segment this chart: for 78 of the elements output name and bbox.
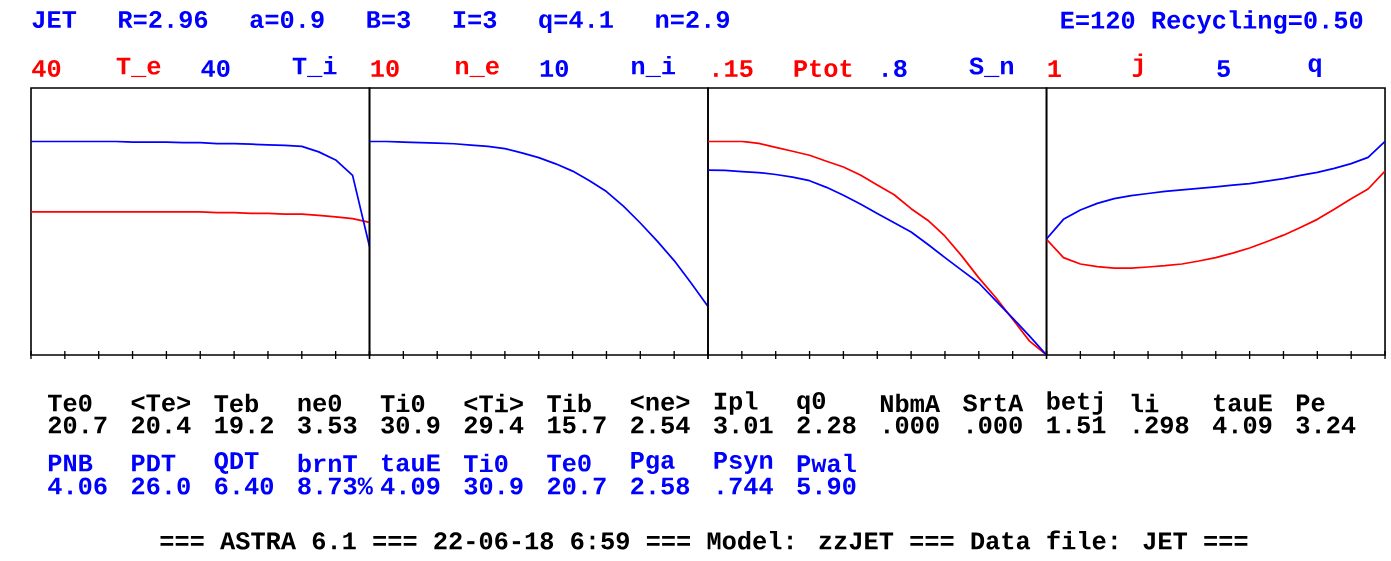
text: .15	[714, 60, 753, 78]
text: JET	[32, 11, 77, 29]
text: betj	[1047, 391, 1102, 415]
text: 2.54	[631, 416, 690, 434]
text: 8.73%	[298, 477, 373, 495]
text: Ipl	[714, 391, 758, 415]
text: 4.09	[380, 477, 440, 495]
text: Pe	[1296, 394, 1325, 412]
text: T_e	[116, 57, 161, 78]
text: .8	[883, 59, 907, 78]
text: a=0.9	[250, 10, 324, 29]
text: Recycling=0.50	[1152, 10, 1363, 34]
text: QDT	[214, 452, 259, 474]
text: NbmA	[880, 393, 941, 413]
text: I=3	[453, 10, 497, 29]
text: 40	[32, 59, 61, 78]
text: q0	[797, 391, 826, 415]
text: 30.9	[381, 416, 440, 434]
text: 2.28	[797, 416, 856, 434]
text: ne0	[298, 394, 342, 412]
text: PDT	[132, 454, 176, 472]
text: .744	[718, 477, 773, 495]
text: 4.06	[48, 477, 107, 495]
text: q	[1308, 58, 1321, 78]
text: Tib	[547, 393, 591, 413]
text: n=2.9	[656, 10, 730, 29]
text: Te0	[547, 454, 591, 472]
text: .000	[885, 416, 939, 434]
text: B=3	[367, 10, 411, 29]
text: 5	[1217, 60, 1230, 78]
text: 3.01	[714, 416, 773, 434]
text: Ti0	[380, 393, 425, 413]
text: 19.2	[215, 416, 273, 434]
text: 10	[371, 59, 399, 78]
text: Ptot	[794, 59, 852, 78]
text: 30.9	[464, 477, 523, 495]
text: .298	[1134, 416, 1189, 434]
text: tauE	[1214, 394, 1272, 412]
text: Pga	[631, 451, 675, 475]
text: n_i	[632, 55, 675, 78]
text: E=120	[1061, 11, 1135, 29]
text: 26.0	[132, 477, 190, 495]
text: q=4.1	[539, 11, 613, 34]
text: brnT	[298, 453, 357, 473]
text: .000	[968, 416, 1022, 434]
text: 20.7	[48, 416, 107, 434]
text: PNB	[48, 454, 93, 472]
text: 20.7	[548, 477, 606, 495]
text: 3.24	[1296, 416, 1356, 434]
text: <Te>	[131, 394, 191, 412]
text: 10	[540, 59, 568, 78]
legend-label: n_e	[456, 60, 499, 78]
text: Pwal	[797, 453, 856, 473]
text: SrtA	[962, 394, 1024, 412]
text: R=2.96	[119, 10, 208, 29]
text: S_n	[969, 57, 1013, 78]
text: 20.4	[132, 416, 191, 434]
text: Psyn	[714, 452, 773, 474]
text: <Ti>	[464, 393, 523, 413]
text: 15.7	[548, 416, 606, 434]
text: === ASTRA 6.1 === 22-06-18 6:59 === Model: zzJET === Data file: JET ===	[160, 530, 1248, 550]
text: 29.4	[464, 416, 524, 434]
text: 5.90	[797, 477, 856, 495]
text: <ne>	[630, 395, 690, 411]
text: j	[1132, 53, 1143, 78]
text: 3.53	[298, 416, 357, 434]
text: Te0	[48, 394, 92, 412]
text: T_i	[292, 55, 337, 78]
text: 4.09	[1212, 416, 1272, 434]
text: 1	[1048, 60, 1061, 78]
text: 1.51	[1047, 416, 1106, 434]
text: li	[1131, 393, 1159, 413]
text: 40	[201, 59, 230, 78]
text: tauE	[382, 454, 440, 472]
text: 2.58	[631, 477, 690, 495]
text: 6.40	[215, 477, 274, 495]
text: Ti0	[464, 453, 508, 473]
text: Teb	[214, 393, 259, 413]
